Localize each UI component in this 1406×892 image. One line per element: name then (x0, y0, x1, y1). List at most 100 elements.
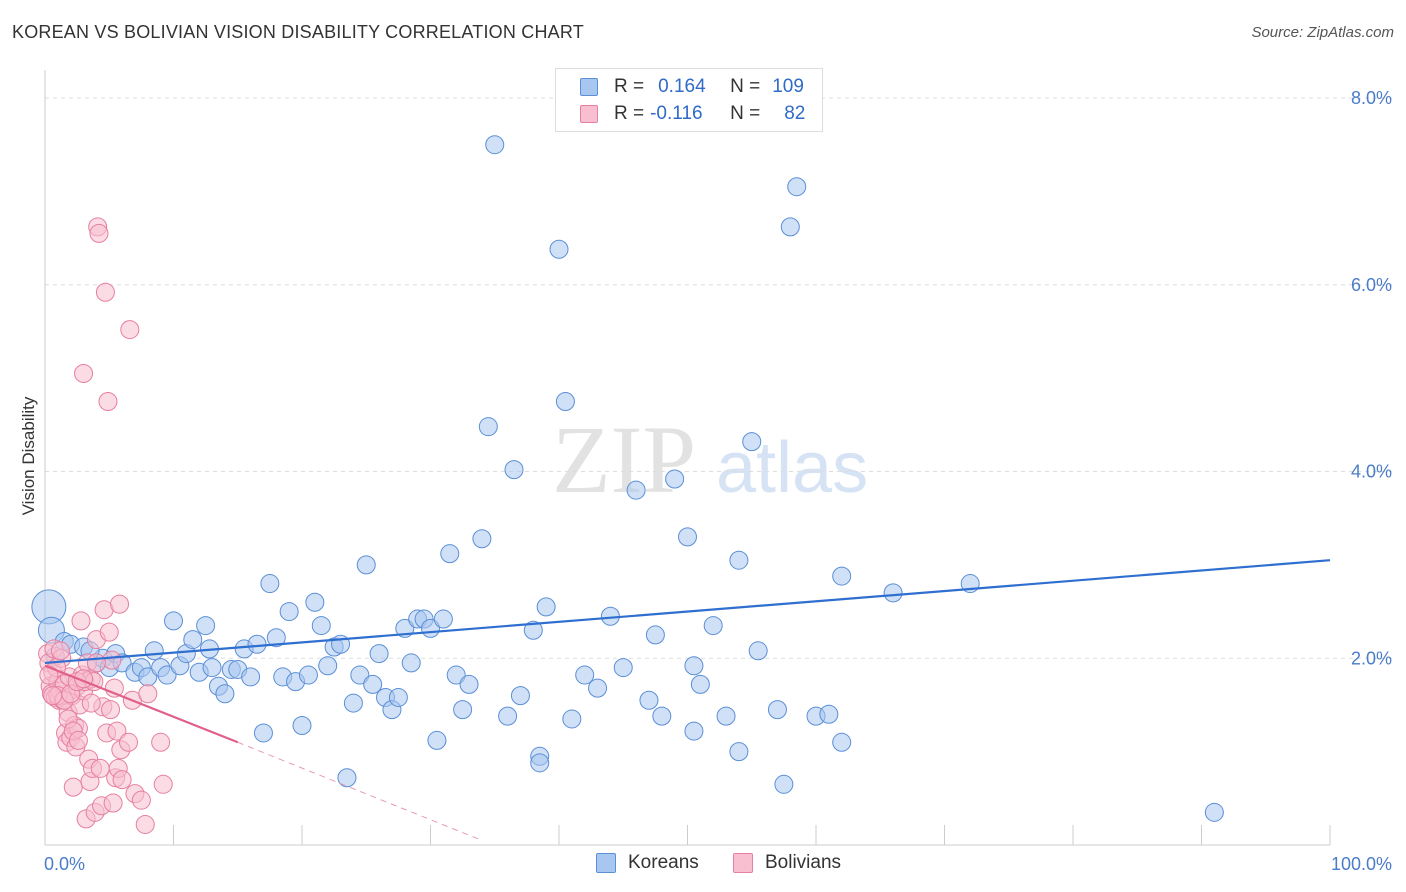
trend-lines (44, 559, 1331, 841)
point-korean (729, 550, 749, 570)
point-bolivian (103, 793, 123, 813)
point-korean (215, 684, 235, 704)
point-bolivian (98, 391, 118, 411)
point-korean (196, 616, 216, 636)
legend-item-koreans: Koreans (596, 852, 699, 874)
point-korean (832, 732, 852, 752)
point-korean (729, 742, 749, 762)
point-bolivian (39, 665, 59, 685)
point-korean (260, 574, 280, 594)
point-korean (157, 665, 177, 685)
x-tick-label-start: 0.0% (44, 854, 85, 874)
point-bolivian (68, 730, 88, 750)
stats-row-bolivians: R = -0.116 N = 82 (580, 102, 805, 126)
point-korean (318, 656, 338, 676)
point-korean (241, 667, 261, 687)
n-label: N = (730, 103, 761, 124)
stats-legend: R = 0.164 N = 109 R = -0.116 N = 82 (555, 68, 823, 132)
point-korean (279, 602, 299, 622)
point-korean (202, 658, 222, 678)
point-korean (684, 721, 704, 741)
point-korean (478, 417, 498, 437)
point-korean (311, 616, 331, 636)
point-korean (144, 641, 164, 661)
point-korean (787, 177, 807, 197)
point-korean (613, 658, 633, 678)
point-bolivian (107, 721, 127, 741)
n-label: N = (730, 76, 761, 97)
point-bolivian (151, 732, 171, 752)
trend-line-bolivians-dashed (237, 741, 483, 841)
point-korean (523, 620, 543, 640)
point-korean (742, 432, 762, 452)
point-korean (485, 135, 505, 155)
y-tick-label: 8.0% (1351, 88, 1392, 108)
legend-swatch-bolivians (733, 853, 753, 873)
point-korean (427, 730, 447, 750)
point-bolivian (102, 650, 122, 670)
point-bolivian (119, 732, 139, 752)
point-bolivian (81, 693, 101, 713)
point-korean (440, 544, 460, 564)
chart-title: KOREAN VS BOLIVIAN VISION DISABILITY COR… (12, 22, 584, 42)
point-bolivian (63, 777, 83, 797)
point-korean (530, 753, 550, 773)
point-bolivian (135, 814, 155, 834)
source-label: Source: ZipAtlas.com (1251, 24, 1394, 41)
tick-labels: 2.0% 4.0% 6.0% 8.0% 0.0% 100.0% (44, 88, 1392, 874)
r-label: R = (614, 103, 645, 124)
point-korean (645, 625, 665, 645)
y-tick-label: 6.0% (1351, 275, 1392, 295)
point-bolivian (101, 700, 121, 720)
point-korean (626, 480, 646, 500)
point-korean (350, 665, 370, 685)
point-bolivian (138, 684, 158, 704)
stats-row-koreans: R = 0.164 N = 109 (580, 75, 804, 99)
legend-item-bolivians: Bolivians (733, 852, 841, 874)
watermark-zip: ZIP (552, 406, 696, 513)
point-korean (388, 687, 408, 707)
point-bolivian (112, 770, 132, 790)
point-korean (883, 583, 903, 603)
point-bolivian (43, 686, 63, 706)
point-bolivian (71, 611, 91, 631)
r-value: -0.116 (650, 103, 703, 124)
legend-label-bolivians: Bolivians (765, 852, 842, 873)
point-korean (472, 529, 492, 549)
swatch-bolivians (580, 105, 598, 123)
point-korean (510, 686, 530, 706)
point-bolivian (131, 790, 151, 810)
point-korean (401, 653, 421, 673)
point-korean (292, 715, 312, 735)
y-tick-label: 4.0% (1351, 462, 1392, 482)
point-korean (343, 693, 363, 713)
trend-line-koreans (44, 559, 1331, 665)
point-korean (703, 616, 723, 636)
point-korean (337, 768, 357, 788)
point-korean (665, 469, 685, 489)
point-bolivian (99, 622, 119, 642)
point-korean (819, 704, 839, 724)
point-korean (498, 706, 518, 726)
point-korean (678, 527, 697, 547)
point-korean (247, 634, 267, 654)
watermark-atlas: atlas (716, 428, 868, 508)
point-korean (363, 674, 383, 694)
r-label: R = (614, 76, 645, 97)
point-korean (504, 460, 524, 480)
point-bolivian (86, 653, 106, 673)
point-korean (253, 723, 273, 743)
point-bolivian (50, 641, 70, 661)
legend-label-koreans: Koreans (628, 852, 699, 873)
point-korean (575, 665, 595, 685)
point-korean (433, 609, 453, 629)
point-korean (164, 611, 183, 631)
point-korean (266, 628, 286, 648)
point-korean (536, 597, 556, 617)
point-korean (652, 706, 672, 726)
point-bolivian (153, 774, 173, 794)
grid-lines (45, 97, 1392, 659)
r-value: 0.164 (658, 76, 706, 97)
point-korean (588, 678, 608, 698)
point-korean (774, 774, 794, 794)
